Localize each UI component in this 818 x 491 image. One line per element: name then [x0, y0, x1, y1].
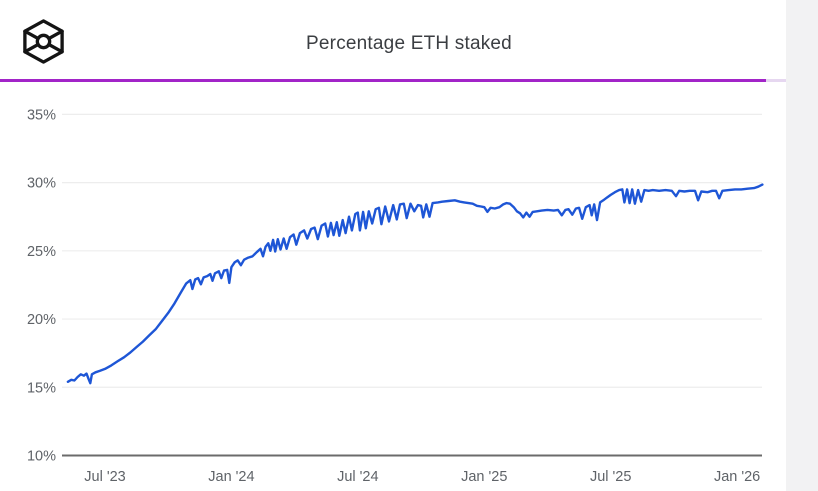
- x-axis-tick-label: Jan '24: [208, 469, 254, 485]
- chart-header: Percentage ETH staked: [0, 0, 786, 80]
- series-line-eth-staked[interactable]: [66, 183, 764, 385]
- cube-wireframe-logo-icon[interactable]: [20, 18, 67, 65]
- x-axis-tick-label: Jul '24: [337, 469, 378, 485]
- y-axis-tick-label: 10%: [27, 449, 56, 465]
- y-axis-tick-label: 20%: [27, 312, 56, 328]
- x-axis-tick-label: Jul '25: [590, 469, 631, 485]
- progress-bar: [0, 79, 786, 82]
- x-axis-tick-label: Jan '25: [461, 469, 507, 485]
- y-axis-tick-label: 30%: [27, 176, 56, 192]
- x-axis-tick-label: Jul '23: [84, 469, 125, 485]
- x-axis-tick-label: Jan '26: [714, 469, 760, 485]
- y-axis-tick-label: 25%: [27, 244, 56, 260]
- progress-bar-fill: [0, 79, 766, 82]
- y-axis-tick-label: 15%: [27, 380, 56, 396]
- page-title: Percentage ETH staked: [306, 33, 512, 54]
- progress-bar-remainder: [766, 79, 786, 82]
- y-axis-tick-label: 35%: [27, 107, 56, 123]
- page-background-strip: [786, 0, 818, 491]
